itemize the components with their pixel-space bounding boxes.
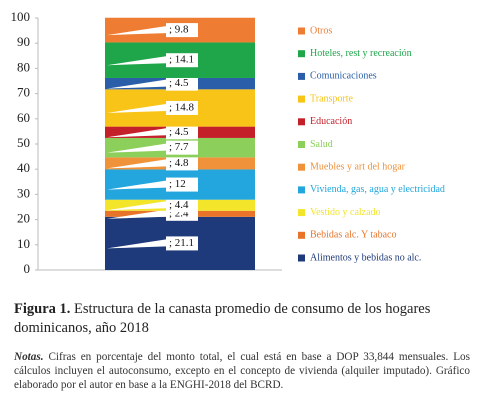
- label-callout: [107, 26, 166, 36]
- data-label: ; 4.5: [169, 77, 189, 89]
- label-callout: [107, 209, 166, 219]
- label-box: [166, 198, 198, 213]
- label-box: [166, 125, 198, 140]
- label-callout: [107, 159, 166, 169]
- notes-text: Cifras en porcentaje del monto total, el…: [14, 351, 471, 391]
- legend-swatch: [298, 141, 305, 148]
- legend-label: Vestido y calzado: [310, 207, 381, 218]
- legend-swatch: [298, 231, 305, 239]
- legend-label: Muebles y art del hogar: [310, 161, 406, 172]
- legend-swatch: [298, 118, 305, 126]
- label-callout: [107, 79, 166, 89]
- y-tick-label: 70: [17, 85, 30, 100]
- figure-notes: Notas. Cifras en porcentaje del monto to…: [14, 350, 470, 392]
- y-tick-label: 90: [17, 34, 30, 49]
- label-box: [166, 23, 198, 38]
- legend-swatch: [298, 209, 305, 217]
- legend-swatch: [298, 254, 305, 262]
- label-box: [166, 236, 198, 251]
- label-callout: [107, 56, 166, 66]
- label-box: [166, 177, 198, 192]
- data-label: ; 12: [169, 178, 186, 190]
- legend-label: Salud: [310, 139, 333, 150]
- label-callout: [107, 201, 166, 211]
- y-tick-label: 60: [17, 110, 30, 125]
- label-callout: [107, 180, 166, 190]
- legend-swatch: [298, 163, 305, 171]
- legend-label: Educación: [310, 116, 352, 127]
- legend-swatch: [298, 50, 305, 58]
- legend-label: Transporte: [310, 93, 354, 104]
- figure-label: Figura 1.: [14, 301, 71, 317]
- y-tick-label: 0: [24, 261, 31, 276]
- legend-label: Alimentos y bebidas no alc.: [310, 252, 421, 263]
- data-label: ; 21.1: [169, 237, 194, 249]
- notes-label: Notas.: [14, 351, 44, 363]
- legend-swatch: [298, 186, 305, 194]
- y-tick-label: 40: [17, 160, 30, 175]
- legend-swatch: [298, 72, 305, 80]
- data-label: ; 4.4: [169, 199, 189, 211]
- y-tick-label: 100: [11, 9, 31, 24]
- y-tick-label: 80: [17, 59, 30, 74]
- legend-label: Bebidas alc. Y tabaco: [310, 230, 396, 241]
- data-label: ; 14.8: [169, 101, 195, 113]
- data-label: ; 9.8: [169, 24, 189, 36]
- label-callout: [107, 143, 166, 153]
- data-label: ; 4.8: [169, 157, 189, 169]
- y-tick-label: 30: [17, 185, 30, 200]
- data-label: ; 14.1: [169, 54, 194, 66]
- label-box: [166, 140, 198, 155]
- figure-caption: Figura 1. Estructura de la canasta prome…: [14, 300, 470, 338]
- y-tick-label: 50: [17, 135, 30, 150]
- y-tick-label: 20: [17, 211, 30, 226]
- label-callout: [107, 239, 166, 249]
- label-box: [166, 100, 198, 115]
- label-callout: [107, 103, 166, 113]
- data-label: ; 7.7: [169, 141, 189, 153]
- legend-label: Comunicaciones: [310, 71, 377, 82]
- label-box: [166, 53, 198, 68]
- caption-text: Estructura de la canasta promedio de con…: [14, 301, 431, 336]
- legend-swatch: [298, 27, 305, 35]
- y-tick-label: 10: [17, 236, 30, 251]
- data-label: ; 4.5: [169, 126, 189, 138]
- legend-label: Vivienda, gas, agua y electricidad: [310, 184, 445, 195]
- label-box: [166, 156, 198, 171]
- label-box: [166, 76, 198, 91]
- legend-label: Otros: [310, 25, 332, 36]
- label-callout: [107, 128, 166, 138]
- legend-label: Hoteles, rest y recreación: [310, 48, 412, 59]
- legend-swatch: [298, 95, 305, 103]
